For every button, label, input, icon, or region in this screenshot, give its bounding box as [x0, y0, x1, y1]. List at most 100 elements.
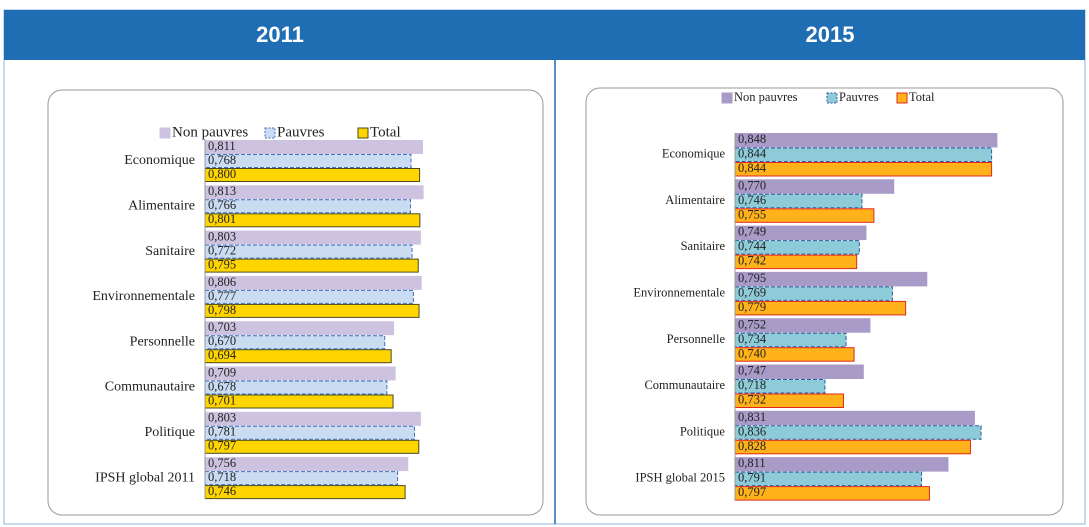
- value-label: 0,768: [208, 153, 236, 167]
- bar: [204, 230, 421, 245]
- legend-label: Total: [909, 90, 935, 104]
- bar: [204, 289, 414, 304]
- value-label: 0,732: [738, 393, 766, 407]
- value-label: 0,744: [738, 239, 767, 253]
- category-label: Alimentaire: [128, 199, 195, 214]
- value-label: 0,813: [208, 184, 236, 198]
- value-label: 0,755: [738, 207, 766, 221]
- bar: [204, 380, 388, 395]
- category-label: Politique: [144, 425, 195, 440]
- category-label: Personnelle: [667, 332, 726, 346]
- category-label: Communautaire: [644, 378, 725, 392]
- value-label: 0,742: [738, 254, 766, 268]
- value-label: 0,701: [208, 393, 236, 407]
- value-label: 0,836: [738, 424, 766, 438]
- bar: [204, 199, 411, 214]
- category-label: Sanitaire: [145, 244, 195, 259]
- value-label: 0,797: [208, 439, 236, 453]
- bar: [734, 193, 863, 209]
- bar: [204, 258, 419, 273]
- value-label: 0,828: [738, 439, 766, 453]
- value-label: 0,740: [738, 346, 766, 360]
- value-label: 0,791: [738, 471, 766, 485]
- category-label: Communautaire: [105, 380, 195, 395]
- value-label: 0,844: [738, 161, 767, 175]
- legend-label: Pauvres: [839, 90, 879, 104]
- category-label: Environnementale: [92, 289, 195, 304]
- panel-title: 2011: [256, 22, 304, 47]
- value-label: 0,772: [208, 243, 236, 257]
- bar: [734, 133, 998, 148]
- legend-swatch: [159, 127, 171, 139]
- bar: [204, 425, 415, 440]
- legend-label: Pauvres: [277, 124, 325, 140]
- value-label: 0,811: [208, 139, 236, 153]
- legend-swatch: [721, 92, 733, 104]
- bar: [204, 140, 424, 154]
- bar: [204, 439, 420, 454]
- value-label: 0,718: [208, 470, 236, 484]
- bar: [204, 168, 421, 182]
- category-label: Sanitaire: [681, 239, 726, 253]
- value-label: 0,747: [738, 364, 766, 378]
- bar: [204, 275, 422, 290]
- header-band: [4, 10, 1085, 60]
- value-label: 0,844: [738, 147, 767, 161]
- bar: [734, 410, 975, 426]
- category-label: Economique: [124, 153, 195, 168]
- value-label: 0,806: [208, 275, 236, 289]
- value-label: 0,703: [208, 320, 236, 334]
- value-label: 0,795: [738, 271, 766, 285]
- category-label: Alimentaire: [665, 193, 725, 207]
- value-label: 0,769: [738, 286, 766, 300]
- bar: [734, 425, 982, 440]
- value-label: 0,811: [738, 456, 766, 470]
- bar: [734, 439, 971, 455]
- legend-label: Non pauvres: [172, 124, 248, 140]
- value-label: 0,756: [208, 456, 236, 470]
- category-label: IPSH global 2015: [635, 471, 725, 485]
- bar: [204, 303, 420, 318]
- bar: [204, 411, 421, 426]
- legend-swatch: [896, 92, 908, 104]
- category-label: Personnelle: [130, 334, 195, 349]
- value-label: 0,752: [738, 317, 766, 331]
- value-label: 0,777: [208, 289, 236, 303]
- bar: [734, 286, 893, 301]
- value-label: 0,831: [738, 410, 766, 424]
- value-label: 0,779: [738, 300, 766, 314]
- bar: [734, 457, 949, 472]
- value-label: 0,770: [738, 178, 766, 192]
- value-label: 0,734: [738, 332, 767, 346]
- value-label: 0,718: [738, 378, 766, 392]
- panel-title: 2015: [806, 22, 855, 47]
- value-label: 0,781: [208, 425, 236, 439]
- category-label: Environnementale: [633, 286, 725, 300]
- value-label: 0,694: [208, 348, 237, 362]
- value-label: 0,803: [208, 411, 236, 425]
- value-label: 0,709: [208, 365, 236, 379]
- bar: [204, 185, 424, 200]
- bar: [204, 213, 421, 228]
- bar: [734, 240, 860, 255]
- value-label: 0,797: [738, 485, 766, 499]
- value-label: 0,766: [208, 198, 236, 212]
- legend-label: Non pauvres: [734, 90, 798, 104]
- value-label: 0,800: [208, 167, 236, 181]
- value-label: 0,670: [208, 334, 236, 348]
- legend-swatch: [826, 92, 838, 104]
- legend-swatch: [264, 127, 276, 139]
- value-label: 0,803: [208, 229, 236, 243]
- legend-swatch: [357, 127, 369, 139]
- value-label: 0,801: [208, 212, 236, 226]
- value-label: 0,848: [738, 132, 766, 146]
- value-label: 0,795: [208, 257, 236, 271]
- bar: [734, 147, 993, 162]
- value-label: 0,798: [208, 303, 236, 317]
- bar: [204, 154, 412, 168]
- value-label: 0,749: [738, 225, 766, 239]
- bar: [734, 162, 993, 177]
- value-label: 0,746: [738, 193, 766, 207]
- category-label: Politique: [680, 424, 726, 438]
